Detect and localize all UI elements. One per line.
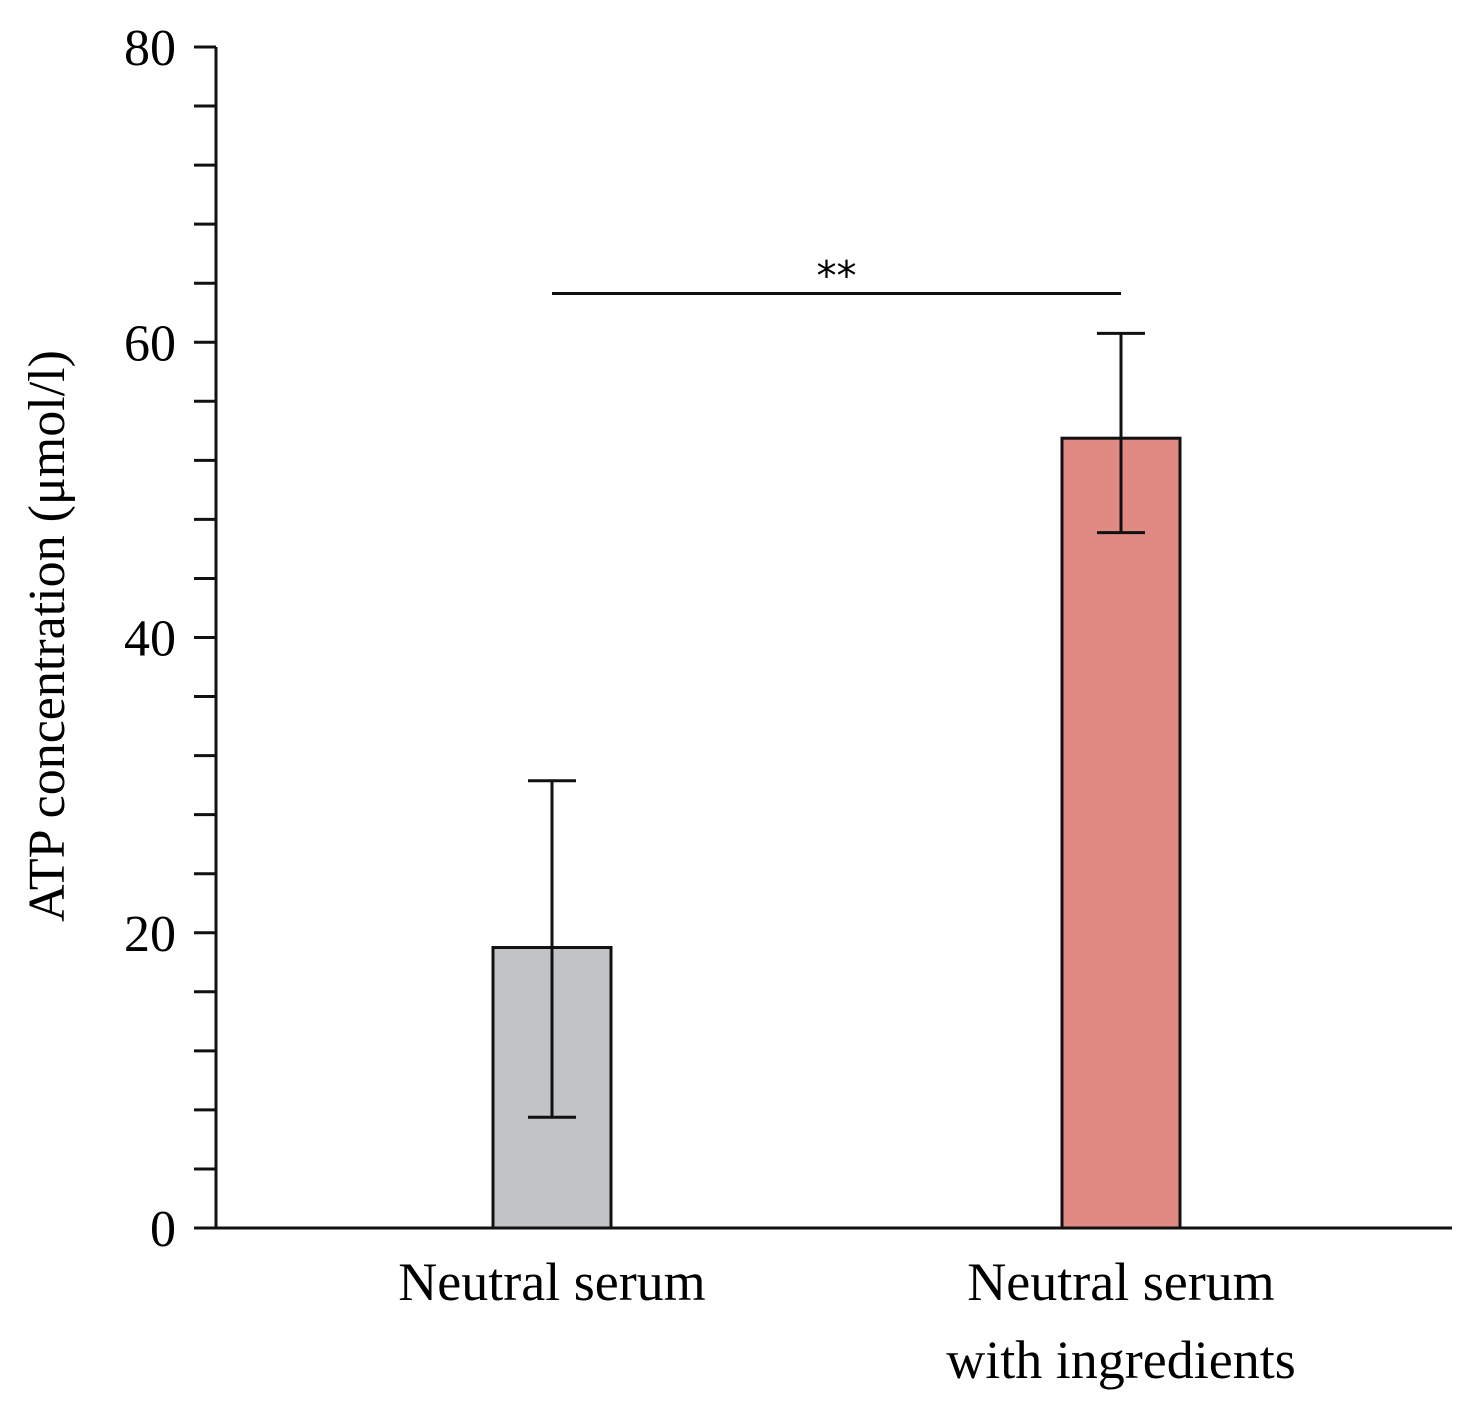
significance-label: ** <box>817 254 857 300</box>
plot-area: 0 20 40 60 80 Neutral serum Neutral serum with … <box>124 20 1452 1390</box>
x-tick-label: Neutral serum <box>398 1252 705 1312</box>
y-tick-label: 0 <box>150 1201 176 1258</box>
bar <box>1060 436 1182 1230</box>
y-tick-label: 20 <box>124 906 176 963</box>
y-tick-label: 80 <box>124 20 176 77</box>
x-tick-label: with ingredients <box>946 1330 1295 1390</box>
y-tick-label: 60 <box>124 315 176 372</box>
y-tick-label: 40 <box>124 611 176 668</box>
x-tick-label: Neutral serum <box>967 1252 1274 1312</box>
y-axis-title: ATP concentration (μmol/l) <box>19 350 76 922</box>
